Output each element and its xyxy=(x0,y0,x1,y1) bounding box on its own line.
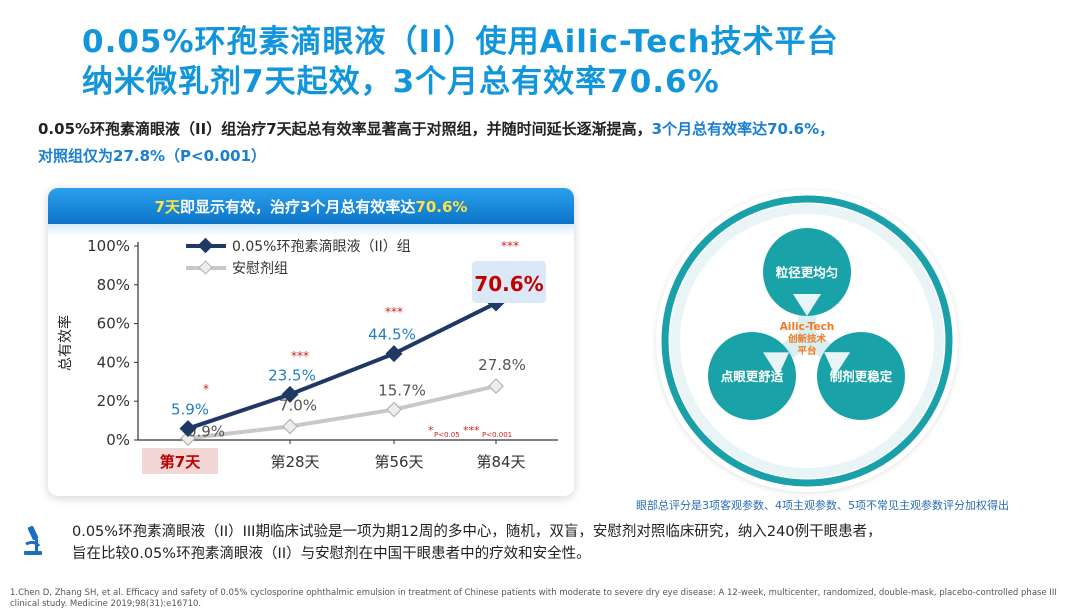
data-label-placebo: 7.0% xyxy=(279,396,317,414)
x-tick-label: 第7天 xyxy=(160,453,201,471)
data-point-placebo xyxy=(386,401,402,418)
study-description: 0.05%环孢素滴眼液（II）III期临床试验是一项为期12周的多中心，随机，双… xyxy=(72,521,1062,565)
summary-text: 0.05%环孢素滴眼液（II）组治疗7天起总有效率显著高于对照组，并随时间延长逐… xyxy=(38,116,1068,170)
data-point-treatment xyxy=(385,345,403,363)
legend-marker-placebo xyxy=(198,260,213,275)
data-label-placebo: 15.7% xyxy=(378,382,426,400)
banner-fade xyxy=(48,224,574,236)
study-line-2: 旨在比较0.05%环孢素滴眼液（II）与安慰剂在中国干眼患者中的疗效和安全性。 xyxy=(72,546,591,562)
footnote-star-1: * xyxy=(428,424,434,437)
data-point-treatment xyxy=(179,420,197,438)
data-label-treatment: 5.9% xyxy=(171,401,209,419)
data-label-treatment: 44.5% xyxy=(368,326,416,344)
center-label: Ailic-Tech xyxy=(780,321,835,333)
microscope-icon xyxy=(24,525,42,555)
data-point-placebo xyxy=(282,418,298,435)
data-label-treatment: 23.5% xyxy=(268,366,316,384)
legend-label-treatment: 0.05%环孢素滴眼液（II）组 xyxy=(232,238,411,255)
data-label-treatment: 70.6% xyxy=(474,272,543,296)
x-tick-label: 第28天 xyxy=(270,453,319,471)
y-axis-label: 总有效率 xyxy=(57,315,74,371)
title-line-2: 纳米微乳剂7天起效，3个月总有效率70.6% xyxy=(82,64,720,100)
series-line-placebo xyxy=(187,384,497,441)
footnote-text-1: P<0.05 xyxy=(434,431,460,439)
node-label: 点眼更舒适 xyxy=(721,369,784,384)
y-tick-label: 60% xyxy=(97,315,130,333)
outer-ring xyxy=(661,195,953,487)
page-title: 0.05%环孢素滴眼液（II）使用Ailic-Tech技术平台 纳米微乳剂7天起… xyxy=(82,22,1062,102)
significance-marker: *** xyxy=(385,305,403,319)
data-label-placebo: 27.8% xyxy=(478,356,526,374)
reference-citation: 1.Chen D, Zhang SH, et al. Efficacy and … xyxy=(10,588,1057,609)
y-tick-label: 20% xyxy=(97,392,130,410)
y-tick-label: 40% xyxy=(97,353,130,371)
y-tick-label: 0% xyxy=(106,431,130,449)
significance-marker: *** xyxy=(291,349,309,363)
center-label: 平台 xyxy=(797,345,817,357)
title-line-1: 0.05%环孢素滴眼液（II）使用Ailic-Tech技术平台 xyxy=(82,24,839,60)
banner-highlight-1: 7天 xyxy=(154,198,180,216)
chart-banner: 7天即显示有效，治疗3个月总有效率达70.6% xyxy=(48,188,574,224)
node-label: 粒径更均匀 xyxy=(776,265,839,280)
node-pointer xyxy=(763,352,790,376)
diagram-note: 眼部总评分是3项客观参数、4项主观参数、5项不常见主观参数评分加权得出 xyxy=(636,499,1009,512)
node-pointer xyxy=(793,294,821,316)
inner-ring xyxy=(670,204,944,478)
x-label-highlight xyxy=(142,448,218,474)
node-circle xyxy=(763,228,851,316)
data-point-placebo xyxy=(180,430,196,447)
x-tick-label: 第56天 xyxy=(374,453,423,471)
data-point-treatment xyxy=(281,385,299,403)
summary-part-2: 3个月总有效率达70.6%， xyxy=(651,120,835,138)
x-tick-label: 第84天 xyxy=(476,453,525,471)
banner-text: 即显示有效，治疗3个月总有效率达 xyxy=(179,198,416,216)
legend-marker-treatment xyxy=(197,237,214,254)
study-line-1: 0.05%环孢素滴眼液（II）III期临床试验是一项为期12周的多中心，随机，双… xyxy=(72,524,882,540)
data-point-placebo xyxy=(488,378,504,394)
summary-part-1: 0.05%环孢素滴眼液（II）组治疗7天起总有效率显著高于对照组，并随时间延长逐… xyxy=(38,120,652,138)
y-tick-label: 100% xyxy=(87,237,130,255)
y-tick-label: 80% xyxy=(97,276,130,294)
node-pointer xyxy=(824,352,851,376)
chart-card: 7天即显示有效，治疗3个月总有效率达70.6% 0% 20% 40% 60% 80% 10… xyxy=(48,188,574,496)
footnote-star-3: *** xyxy=(463,424,480,437)
node-label: 制剂更稳定 xyxy=(830,369,893,384)
significance-marker: * xyxy=(203,382,209,396)
series-line-treatment xyxy=(187,301,497,431)
footnote-text-3: P<0.001 xyxy=(482,431,512,439)
significance-marker: *** xyxy=(501,239,519,253)
highlight-box xyxy=(472,261,546,304)
banner-highlight-2: 70.6% xyxy=(415,198,468,216)
summary-part-3: 对照组仅为27.8%（P<0.001） xyxy=(38,147,267,165)
legend-label-placebo: 安慰剂组 xyxy=(232,260,288,277)
center-label: 创新技术 xyxy=(787,333,827,345)
